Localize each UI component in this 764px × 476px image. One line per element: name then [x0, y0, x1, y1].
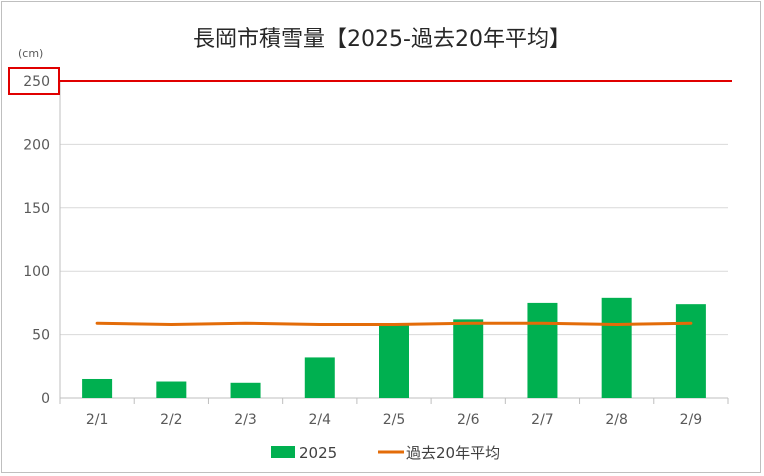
highlight-box	[8, 67, 60, 95]
y-tick-label: 250	[23, 74, 50, 90]
bar	[82, 378, 113, 398]
x-tick-label: 2/8	[605, 412, 628, 428]
bar	[527, 302, 558, 398]
x-axis-ticks: 2/1 2/2 2/3 2/4 2/5 2/6 2/7 2/8 2/9	[86, 412, 702, 428]
x-tick-label: 2/1	[86, 412, 109, 428]
y-tick-label: 50	[32, 328, 50, 344]
x-tick-label: 2/9	[680, 412, 703, 428]
legend-label-2025: 2025	[299, 444, 337, 462]
bar	[379, 324, 409, 398]
y-axis-ticks: 0 50 100 150 200 250	[8, 67, 60, 407]
bar	[675, 304, 706, 398]
x-tick-label: 2/2	[160, 412, 183, 428]
legend-label-average: 過去20年平均	[406, 444, 500, 462]
bar	[230, 382, 261, 398]
x-tick-label: 2/7	[531, 412, 554, 428]
y-axis-unit: (cm)	[18, 47, 43, 60]
x-tick-label: 2/4	[309, 412, 332, 428]
chart-title: 長岡市積雪量【2025-過去20年平均】	[193, 27, 571, 52]
y-tick-label: 100	[23, 264, 50, 280]
x-tick-label: 2/3	[234, 412, 257, 428]
line-series-average	[95, 321, 693, 326]
x-tick-label: 2/5	[383, 412, 406, 428]
bar-series-2025	[82, 297, 706, 398]
y-tick-label: 150	[23, 201, 50, 217]
x-tick-label: 2/6	[457, 412, 480, 428]
legend-swatch-bar	[271, 446, 295, 458]
bar	[304, 357, 335, 398]
y-tick-label: 200	[23, 137, 50, 153]
y-tick-label: 0	[41, 391, 50, 407]
bar	[453, 319, 484, 398]
bar	[601, 297, 632, 398]
bar	[156, 381, 187, 398]
legend: 2025 過去20年平均	[271, 444, 500, 462]
average-line	[95, 321, 693, 326]
